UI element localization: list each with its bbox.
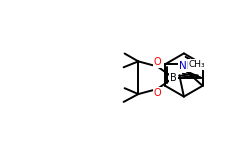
Text: NH: NH [179,61,194,71]
Text: CH₃: CH₃ [189,60,205,69]
Text: O: O [154,57,161,67]
Text: O: O [154,88,161,98]
Text: B: B [170,73,177,83]
